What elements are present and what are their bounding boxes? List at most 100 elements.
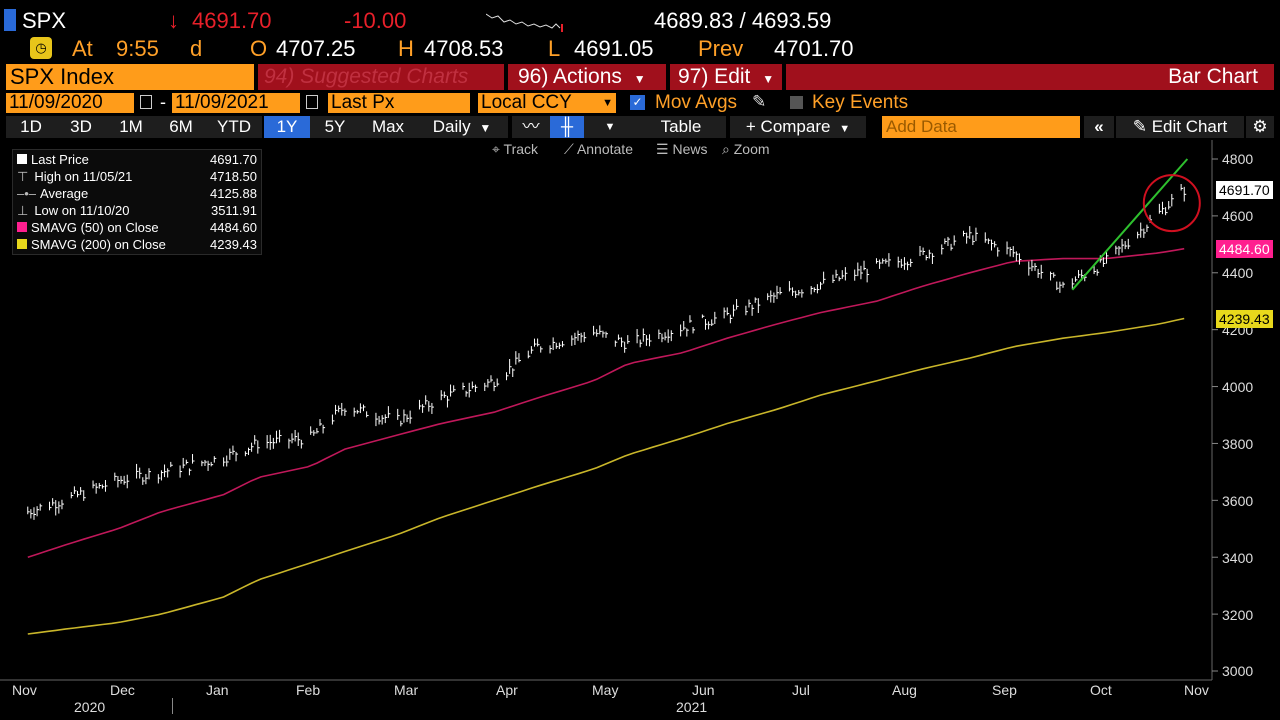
period-1d[interactable]: 1D bbox=[6, 116, 56, 138]
add-data-input[interactable]: Add Data bbox=[882, 116, 1080, 138]
low-marker-icon: ⊥ bbox=[17, 203, 29, 218]
x-tick-label: Jun bbox=[692, 682, 715, 698]
edit-menu[interactable]: 97) Edit ▼ bbox=[670, 64, 782, 90]
actions-label: 96) Actions bbox=[518, 65, 622, 88]
zoom-tool[interactable]: ⌕ Zoom bbox=[722, 141, 770, 157]
low-label: L bbox=[548, 36, 561, 61]
news-tool[interactable]: ☰ News bbox=[656, 141, 707, 157]
legend-label: Average bbox=[40, 186, 89, 201]
edit-chart-label: Edit Chart bbox=[1151, 117, 1228, 136]
x-tick-label: Nov bbox=[1184, 682, 1209, 698]
x-tick-label: Apr bbox=[496, 682, 518, 698]
legend-row-sma50: SMAVG (50) on Close 4484.60 bbox=[17, 219, 259, 236]
legend-label: High on 11/05/21 bbox=[34, 169, 133, 184]
frequency-select[interactable]: Daily ▼ bbox=[416, 116, 508, 138]
annotate-tool[interactable]: ⟋ Annotate bbox=[564, 141, 633, 157]
line-chart-icon[interactable]: 〰 bbox=[512, 116, 550, 138]
chart-legend: Last Price 4691.70 ⊤ High on 11/05/21 471… bbox=[12, 149, 262, 255]
legend-row-last-price: Last Price 4691.70 bbox=[17, 151, 259, 168]
clock-icon: ◷ bbox=[30, 37, 52, 59]
key-events-label[interactable]: Key Events bbox=[812, 92, 909, 113]
frequency-label: Daily bbox=[432, 117, 471, 136]
suggested-charts-button[interactable]: 94) Suggested Charts bbox=[258, 64, 504, 90]
y-tick-label: 3200 bbox=[1222, 607, 1254, 623]
ticker: SPX bbox=[22, 8, 67, 33]
y-tick-label: 4800 bbox=[1222, 151, 1254, 167]
last-price: 4691.70 bbox=[192, 8, 272, 33]
period-1y[interactable]: 1Y bbox=[264, 116, 310, 138]
x-tick-label: Jan bbox=[206, 682, 229, 698]
compare-button[interactable]: + Compare ▼ bbox=[730, 116, 866, 138]
key-events-checkbox[interactable] bbox=[790, 96, 803, 109]
mov-avgs-checkbox[interactable]: ✓ bbox=[630, 95, 645, 110]
end-date-field[interactable]: 11/09/2021 bbox=[172, 93, 300, 113]
annotate-label: Annotate bbox=[576, 141, 633, 157]
x-tick-label: Mar bbox=[394, 682, 419, 698]
legend-value: 4484.60 bbox=[210, 220, 257, 235]
calendar-icon[interactable] bbox=[140, 95, 152, 109]
period-5y[interactable]: 5Y bbox=[310, 116, 360, 138]
x-tick-label: Jul bbox=[792, 682, 810, 698]
high-marker-icon: ⊤ bbox=[17, 169, 29, 184]
chart-style-dropdown[interactable]: ▼ bbox=[584, 116, 636, 138]
ticker-flag bbox=[4, 9, 16, 31]
period-ytd[interactable]: YTD bbox=[206, 116, 262, 138]
sparkline-icon bbox=[486, 13, 563, 32]
square-icon bbox=[17, 239, 27, 249]
x-tick-label: Oct bbox=[1090, 682, 1112, 698]
gear-icon[interactable]: ⚙ bbox=[1246, 116, 1274, 138]
news-label: News bbox=[672, 141, 708, 157]
x-tick-label: Nov bbox=[12, 682, 37, 698]
y-tick-label: 3400 bbox=[1222, 550, 1254, 566]
legend-label: SMAVG (200) on Close bbox=[31, 237, 166, 252]
collapse-icon[interactable]: « bbox=[1084, 116, 1114, 138]
caret-down-icon: ▼ bbox=[602, 97, 613, 109]
security-field[interactable]: SPX Index bbox=[6, 64, 254, 90]
field-select[interactable]: Last Px bbox=[328, 93, 470, 113]
period-1m[interactable]: 1M bbox=[106, 116, 156, 138]
legend-row-low: ⊥ Low on 11/10/20 3511.91 bbox=[17, 202, 259, 219]
legend-value: 4125.88 bbox=[210, 186, 257, 201]
currency-select[interactable]: Local CCY ▼ bbox=[478, 93, 616, 113]
track-tool[interactable]: ⌖ Track bbox=[492, 141, 538, 157]
price-chart[interactable] bbox=[0, 140, 1280, 720]
mov-avgs-label[interactable]: Mov Avgs bbox=[655, 92, 738, 113]
low-value: 4691.05 bbox=[574, 36, 654, 61]
prev-label: Prev bbox=[698, 36, 744, 61]
open-value: 4707.25 bbox=[276, 36, 356, 61]
net-change: -10.00 bbox=[344, 8, 407, 33]
y-tick-label: 3600 bbox=[1222, 493, 1254, 509]
period-3d[interactable]: 3D bbox=[56, 116, 106, 138]
start-date-field[interactable]: 11/09/2020 bbox=[6, 93, 134, 113]
calendar-icon[interactable] bbox=[306, 95, 318, 109]
square-icon bbox=[17, 222, 27, 232]
period-max[interactable]: Max bbox=[360, 116, 416, 138]
chart-type-title: Bar Chart bbox=[786, 64, 1274, 90]
year-divider bbox=[172, 698, 173, 714]
chart-type-label: Bar Chart bbox=[1168, 65, 1258, 88]
legend-value: 4691.70 bbox=[210, 152, 257, 167]
table-button[interactable]: Table bbox=[636, 116, 726, 138]
track-label: Track bbox=[503, 141, 539, 157]
legend-row-high: ⊤ High on 11/05/21 4718.50 bbox=[17, 168, 259, 185]
x-tick-label: Sep bbox=[992, 682, 1017, 698]
caret-down-icon: ▼ bbox=[479, 121, 492, 135]
legend-value: 4239.43 bbox=[210, 237, 257, 252]
at-label: At bbox=[72, 36, 93, 61]
edit-label: 97) Edit bbox=[678, 65, 751, 88]
pencil-icon[interactable]: ✎ bbox=[752, 92, 767, 111]
caret-down-icon: ▼ bbox=[839, 123, 851, 135]
high-value: 4708.53 bbox=[424, 36, 504, 61]
legend-row-sma200: SMAVG (200) on Close 4239.43 bbox=[17, 236, 259, 253]
edit-chart-button[interactable]: ✎ Edit Chart bbox=[1116, 116, 1244, 138]
actions-menu[interactable]: 96) Actions ▼ bbox=[508, 64, 666, 90]
x-tick-label: Dec bbox=[110, 682, 135, 698]
sma200-line bbox=[27, 317, 1185, 635]
sma200-price-tag: 4239.43 bbox=[1216, 310, 1273, 328]
period-6m[interactable]: 6M bbox=[156, 116, 206, 138]
legend-label: Last Price bbox=[31, 152, 89, 167]
line-tool-icon: ⟋ bbox=[564, 141, 574, 157]
bid-ask: 4689.83 / 4693.59 bbox=[654, 8, 832, 33]
quote-time: 9:55 bbox=[116, 36, 159, 61]
bar-chart-icon[interactable]: ╫ bbox=[550, 116, 584, 138]
